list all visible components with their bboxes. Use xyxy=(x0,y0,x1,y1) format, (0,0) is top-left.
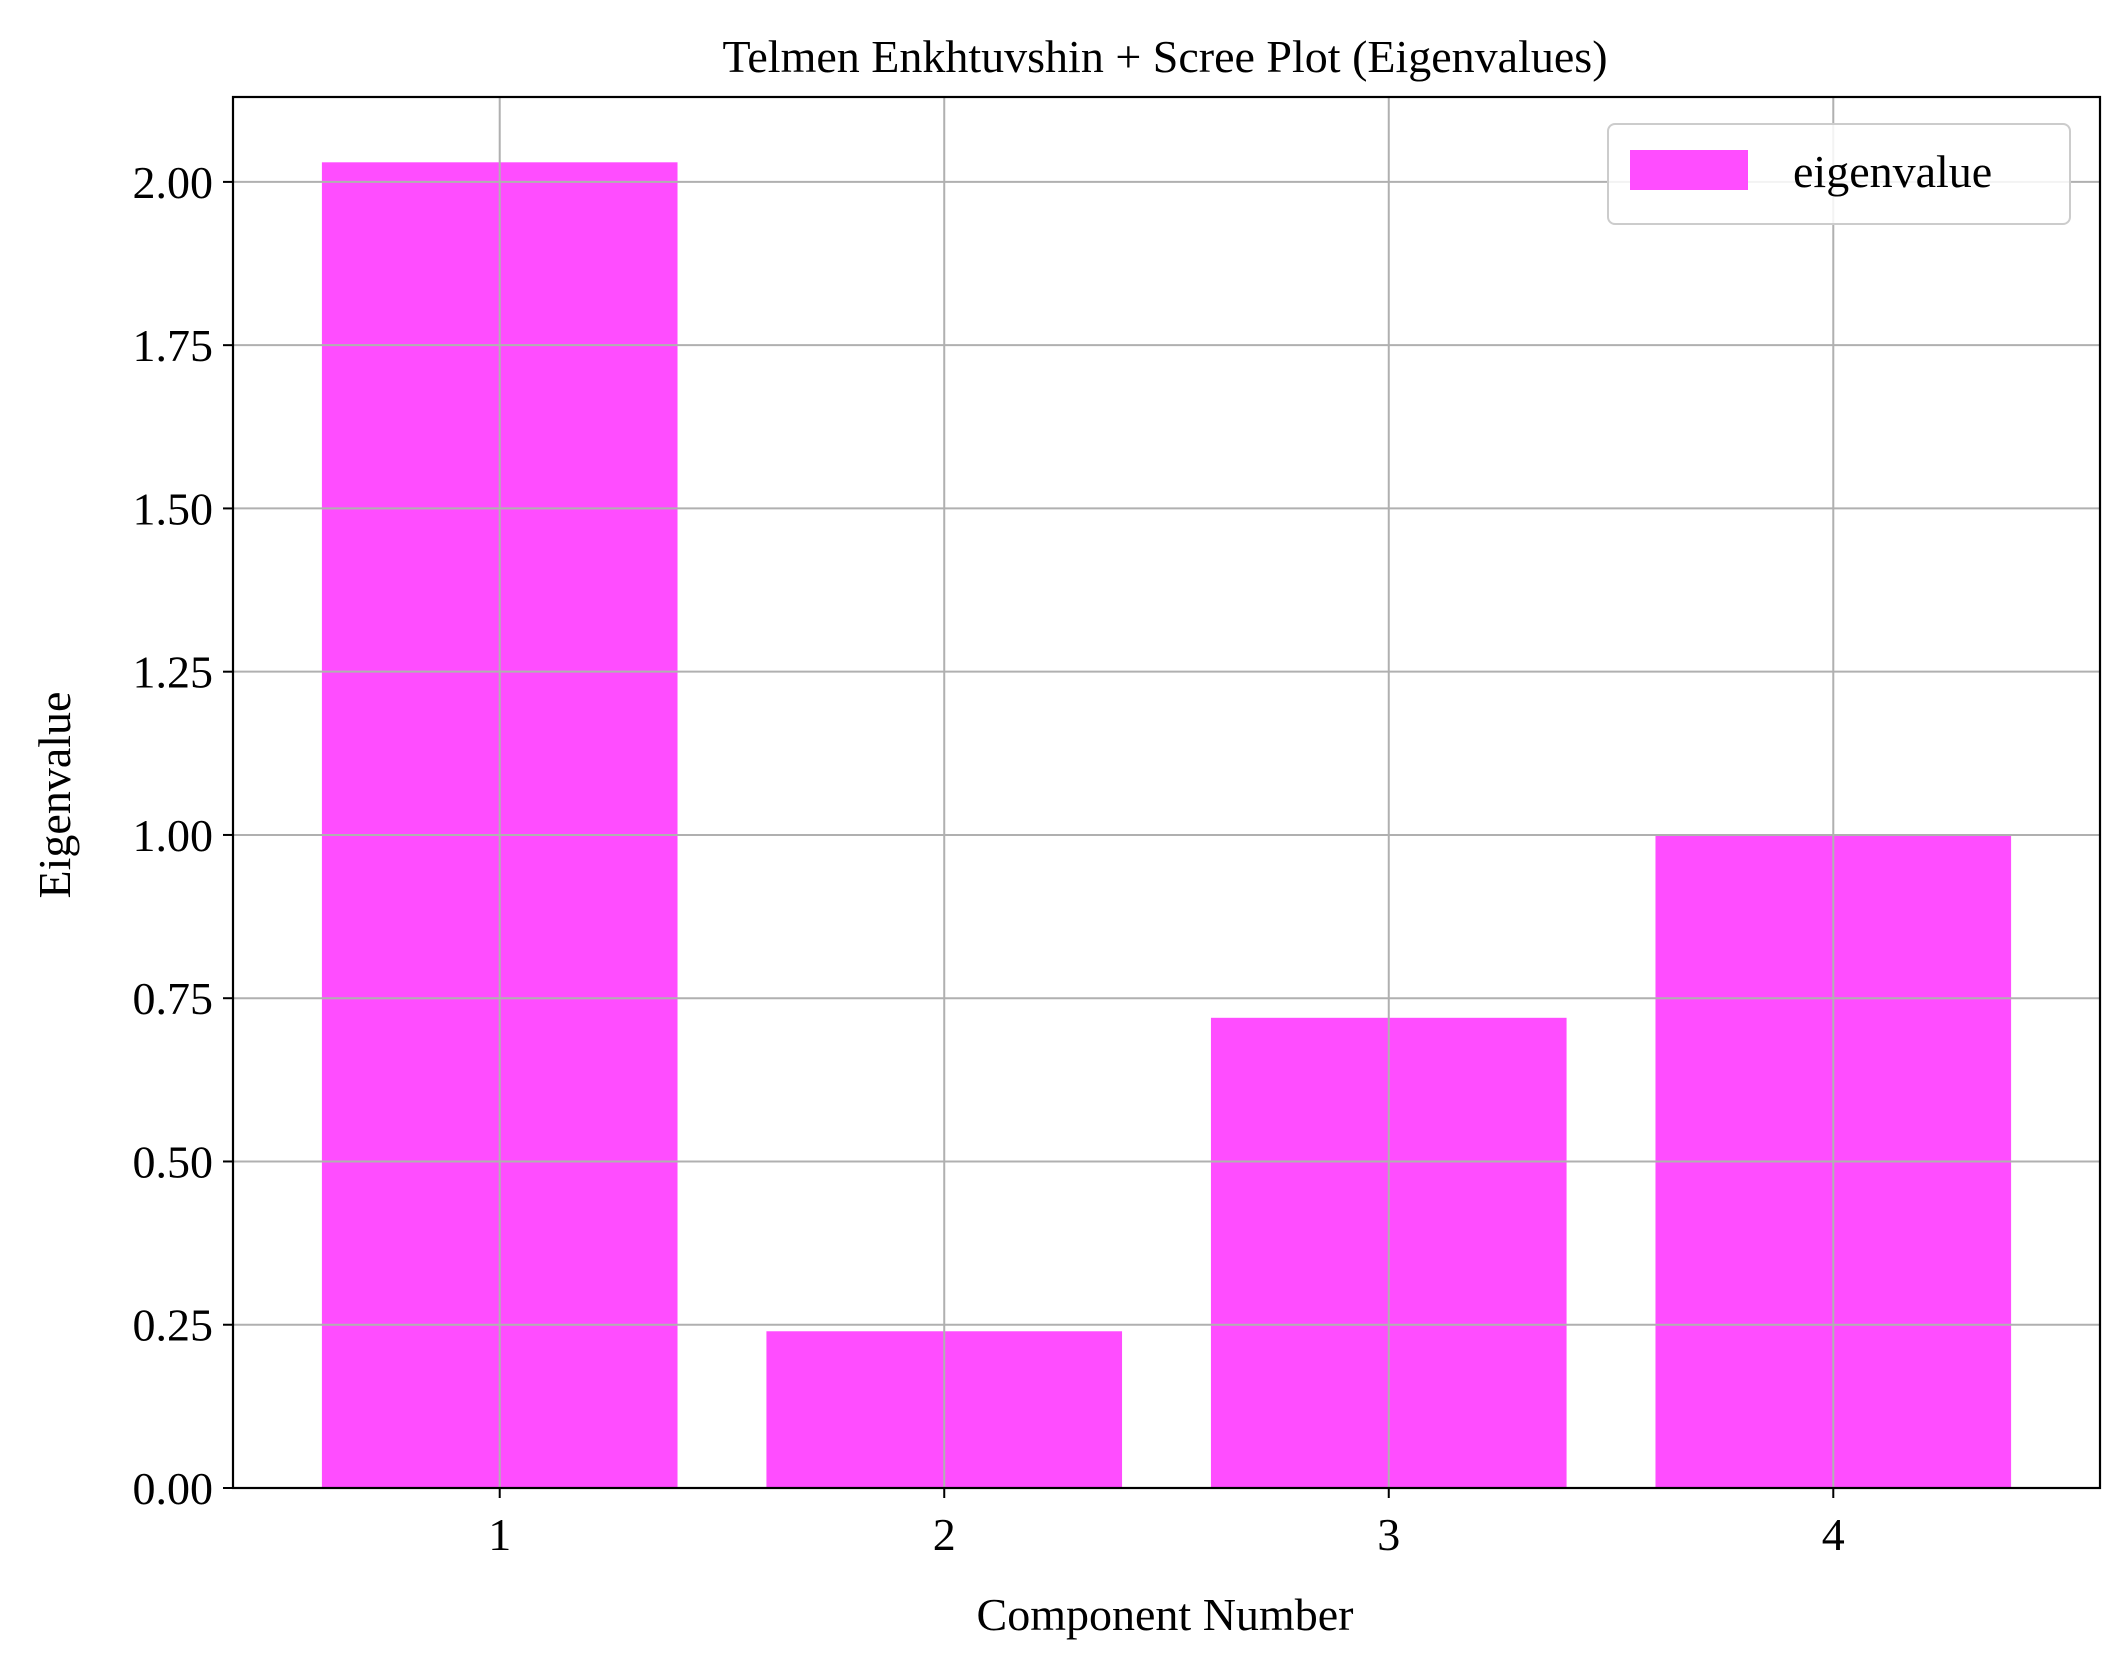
y-tick-label-1.25: 1.25 xyxy=(133,647,214,698)
x-tick-label-2: 2 xyxy=(933,1509,956,1560)
legend-box xyxy=(1607,123,2071,225)
legend-label-eigenvalue: eigenvalue xyxy=(1793,146,1992,197)
x-axis-label: Component Number xyxy=(977,1589,1354,1640)
y-tick-label-1.75: 1.75 xyxy=(133,320,214,371)
ticks: 0.00 0.25 0.50 0.75 1.00 1.25 1.50 1.75 2.00 1 2 3 4 xyxy=(133,157,1845,1560)
x-tick-label-4: 4 xyxy=(1822,1509,1845,1560)
y-tick-label-0.75: 0.75 xyxy=(133,973,214,1024)
bars xyxy=(233,97,2100,1489)
legend-swatch xyxy=(1630,150,1748,190)
y-tick-label-2.00: 2.00 xyxy=(133,157,214,208)
y-axis-label: Eigenvalue xyxy=(29,692,80,899)
x-tick-label-3: 3 xyxy=(1377,1509,1400,1560)
chart-title: Telmen Enkhtuvshin + Scree Plot (Eigenva… xyxy=(722,31,1607,82)
y-tick-label-0.00: 0.00 xyxy=(133,1463,214,1514)
y-tick-label-1.50: 1.50 xyxy=(133,483,214,534)
y-tick-label-0.50: 0.50 xyxy=(133,1136,214,1187)
y-tick-label-0.25: 0.25 xyxy=(133,1300,214,1351)
plot-frame xyxy=(231,95,2102,1490)
legend: eigenvalue xyxy=(1607,123,2071,225)
y-tick-label-1.00: 1.00 xyxy=(133,810,214,861)
x-tick-label-1: 1 xyxy=(488,1509,511,1560)
